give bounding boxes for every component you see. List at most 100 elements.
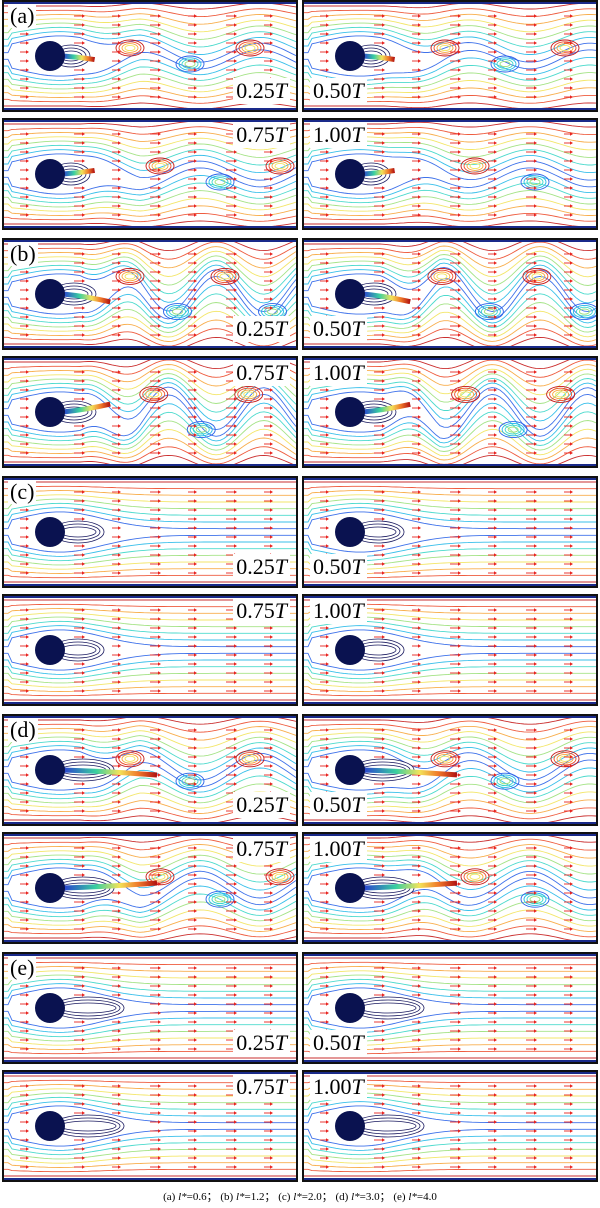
velocity-arrow bbox=[74, 984, 85, 988]
velocity-arrow bbox=[188, 177, 197, 181]
velocity-arrow bbox=[20, 270, 29, 274]
velocity-arrow bbox=[564, 150, 573, 154]
velocity-arrow bbox=[20, 86, 29, 90]
velocity-arrow bbox=[74, 791, 85, 795]
velocity-arrow bbox=[74, 517, 85, 521]
velocity-arrow bbox=[374, 23, 385, 27]
velocity-arrow bbox=[564, 306, 573, 310]
velocity-arrow bbox=[188, 424, 197, 428]
velocity-arrow bbox=[264, 442, 273, 446]
velocity-arrow bbox=[374, 635, 385, 639]
velocity-arrow bbox=[526, 791, 537, 795]
velocity-arrow bbox=[526, 168, 537, 172]
velocity-arrow bbox=[374, 68, 385, 72]
velocity-arrow bbox=[150, 177, 161, 181]
velocity-arrow bbox=[74, 261, 85, 265]
velocity-arrow bbox=[526, 186, 537, 190]
velocity-arrow bbox=[20, 1165, 29, 1169]
velocity-arrow bbox=[264, 204, 273, 208]
velocity-arrow bbox=[20, 909, 29, 913]
velocity-arrow bbox=[374, 571, 385, 575]
time-label: 0.25T bbox=[233, 792, 290, 818]
velocity-arrow bbox=[20, 680, 29, 684]
velocity-arrow bbox=[488, 966, 497, 970]
velocity-arrow bbox=[226, 213, 237, 217]
velocity-arrow bbox=[112, 433, 121, 437]
velocity-arrow bbox=[20, 324, 29, 328]
velocity-arrow bbox=[150, 1165, 161, 1169]
velocity-arrow bbox=[74, 1147, 85, 1151]
velocity-arrow bbox=[112, 1102, 121, 1106]
velocity-arrow bbox=[320, 50, 329, 54]
velocity-arrow bbox=[226, 653, 237, 657]
velocity-arrow bbox=[112, 261, 121, 265]
velocity-arrow bbox=[450, 900, 461, 904]
flow-field-plot bbox=[4, 240, 296, 348]
velocity-arrow bbox=[150, 755, 161, 759]
time-label: 0.25T bbox=[233, 1030, 290, 1056]
time-label: 0.25T bbox=[233, 554, 290, 580]
velocity-arrow bbox=[374, 975, 385, 979]
velocity-arrow bbox=[20, 891, 29, 895]
velocity-arrow bbox=[526, 918, 537, 922]
velocity-arrow bbox=[526, 1002, 537, 1006]
velocity-arrow bbox=[412, 653, 421, 657]
velocity-arrow bbox=[188, 608, 197, 612]
velocity-arrow bbox=[488, 909, 497, 913]
velocity-arrow bbox=[150, 1120, 161, 1124]
velocity-arrow bbox=[320, 909, 329, 913]
velocity-arrow bbox=[112, 406, 121, 410]
velocity-arrow bbox=[226, 966, 237, 970]
velocity-arrow bbox=[226, 927, 237, 931]
velocity-arrow bbox=[374, 186, 385, 190]
flow-field-plot bbox=[4, 2, 296, 110]
velocity-arrow bbox=[320, 168, 329, 172]
velocity-arrow bbox=[74, 397, 85, 401]
velocity-arrow bbox=[188, 553, 197, 557]
velocity-arrow bbox=[20, 379, 29, 383]
velocity-arrow bbox=[526, 306, 537, 310]
velocity-arrow bbox=[20, 508, 29, 512]
flow-field-plot bbox=[4, 478, 296, 586]
velocity-arrow bbox=[488, 553, 497, 557]
velocity-arrow bbox=[450, 1002, 461, 1006]
velocity-arrow bbox=[412, 553, 421, 557]
velocity-arrow bbox=[188, 150, 197, 154]
case-label: (c) bbox=[8, 479, 37, 504]
velocity-arrow bbox=[112, 14, 121, 18]
velocity-arrow bbox=[264, 406, 273, 410]
velocity-arrow bbox=[320, 213, 329, 217]
velocity-arrow bbox=[412, 975, 421, 979]
panel-d-0.75T: 0.75T bbox=[2, 832, 298, 944]
cylinder bbox=[35, 755, 65, 785]
velocity-arrow bbox=[526, 891, 537, 895]
velocity-arrow bbox=[564, 177, 573, 181]
velocity-arrow bbox=[526, 1011, 537, 1015]
velocity-arrow bbox=[74, 141, 85, 145]
velocity-arrow bbox=[412, 288, 421, 292]
velocity-arrow bbox=[374, 1156, 385, 1160]
velocity-arrow bbox=[450, 379, 461, 383]
velocity-arrow bbox=[450, 1111, 461, 1115]
velocity-arrow bbox=[264, 23, 273, 27]
velocity-arrow bbox=[188, 626, 197, 630]
velocity-arrow bbox=[74, 86, 85, 90]
velocity-arrow bbox=[564, 406, 573, 410]
velocity-arrow bbox=[374, 608, 385, 612]
velocity-arrow bbox=[20, 306, 29, 310]
velocity-arrow bbox=[112, 388, 121, 392]
velocity-arrow bbox=[112, 279, 121, 283]
velocity-arrow bbox=[564, 764, 573, 768]
velocity-arrow bbox=[188, 1093, 197, 1097]
velocity-arrow bbox=[412, 297, 421, 301]
velocity-arrow bbox=[450, 288, 461, 292]
velocity-arrow bbox=[374, 782, 385, 786]
panel-b-0.75T: 0.75T bbox=[2, 356, 298, 468]
velocity-arrow bbox=[320, 517, 329, 521]
velocity-arrow bbox=[488, 662, 497, 666]
velocity-arrow bbox=[450, 1020, 461, 1024]
velocity-arrow bbox=[188, 370, 197, 374]
velocity-arrow bbox=[226, 626, 237, 630]
velocity-arrow bbox=[488, 68, 497, 72]
velocity-arrow bbox=[374, 800, 385, 804]
